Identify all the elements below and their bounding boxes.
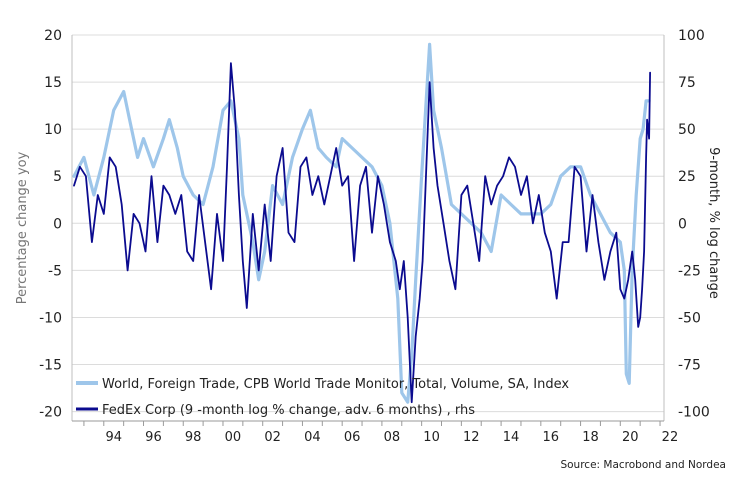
x-tick-label: 14 bbox=[503, 430, 520, 445]
y-right-tick-label: 50 bbox=[678, 122, 696, 138]
y-axis-left-title: Percentage change yoy bbox=[15, 151, 30, 304]
x-tick-label: 04 bbox=[304, 430, 321, 445]
y-right-tick-label: 75 bbox=[678, 75, 696, 91]
y-left-tick-label: -5 bbox=[48, 263, 62, 279]
gridlines bbox=[72, 34, 664, 413]
y-left-tick-label: 0 bbox=[53, 216, 62, 232]
series-line-fedex bbox=[73, 62, 651, 404]
series-layer bbox=[72, 42, 651, 404]
x-tick-label: 94 bbox=[105, 430, 122, 445]
y-left-tick-label: -15 bbox=[39, 358, 62, 374]
legend-label: World, Foreign Trade, CPB World Trade Mo… bbox=[102, 377, 569, 392]
x-tick-label: 98 bbox=[185, 430, 202, 445]
x-tick-label: 16 bbox=[542, 430, 559, 445]
x-tick-label: 08 bbox=[384, 430, 401, 445]
x-tick-label: 18 bbox=[582, 430, 599, 445]
y-left-tick-label: 15 bbox=[44, 75, 62, 91]
x-tick-label: 20 bbox=[622, 430, 639, 445]
y-right-tick-label: 0 bbox=[678, 216, 687, 232]
x-tick-label: 96 bbox=[145, 430, 162, 445]
y-right-tick-label: -25 bbox=[678, 263, 701, 279]
x-tick-label: 02 bbox=[264, 430, 281, 445]
y-left-tick-label: -20 bbox=[39, 405, 62, 421]
x-tick-label: 00 bbox=[225, 430, 242, 445]
x-tick-label: 06 bbox=[344, 430, 361, 445]
y-right-tick-label: -75 bbox=[678, 358, 701, 374]
y-axis-right-title: 9-month, % log change bbox=[706, 147, 721, 299]
y-left-tick-label: -10 bbox=[39, 310, 62, 326]
legend-label: FedEx Corp (9 -month log % change, adv. … bbox=[102, 403, 475, 418]
x-tick-label: 12 bbox=[463, 430, 480, 445]
source-note: Source: Macrobond and Nordea bbox=[560, 459, 726, 471]
y-right-tick-label: -100 bbox=[678, 405, 710, 421]
y-right-tick-label: -50 bbox=[678, 310, 701, 326]
y-right-tick-label: 25 bbox=[678, 169, 696, 185]
y-left-tick-label: 20 bbox=[44, 28, 62, 44]
series-line-world-trade bbox=[72, 42, 651, 404]
y-left-tick-label: 10 bbox=[44, 122, 62, 138]
axes: 20151050-5-10-15-201007550250-25-50-75-1… bbox=[39, 28, 710, 445]
legend: World, Foreign Trade, CPB World Trade Mo… bbox=[76, 377, 569, 418]
x-tick-label: 22 bbox=[662, 430, 679, 445]
x-tick-label: 10 bbox=[423, 430, 440, 445]
y-right-tick-label: 100 bbox=[678, 28, 705, 44]
y-left-tick-label: 5 bbox=[53, 169, 62, 185]
